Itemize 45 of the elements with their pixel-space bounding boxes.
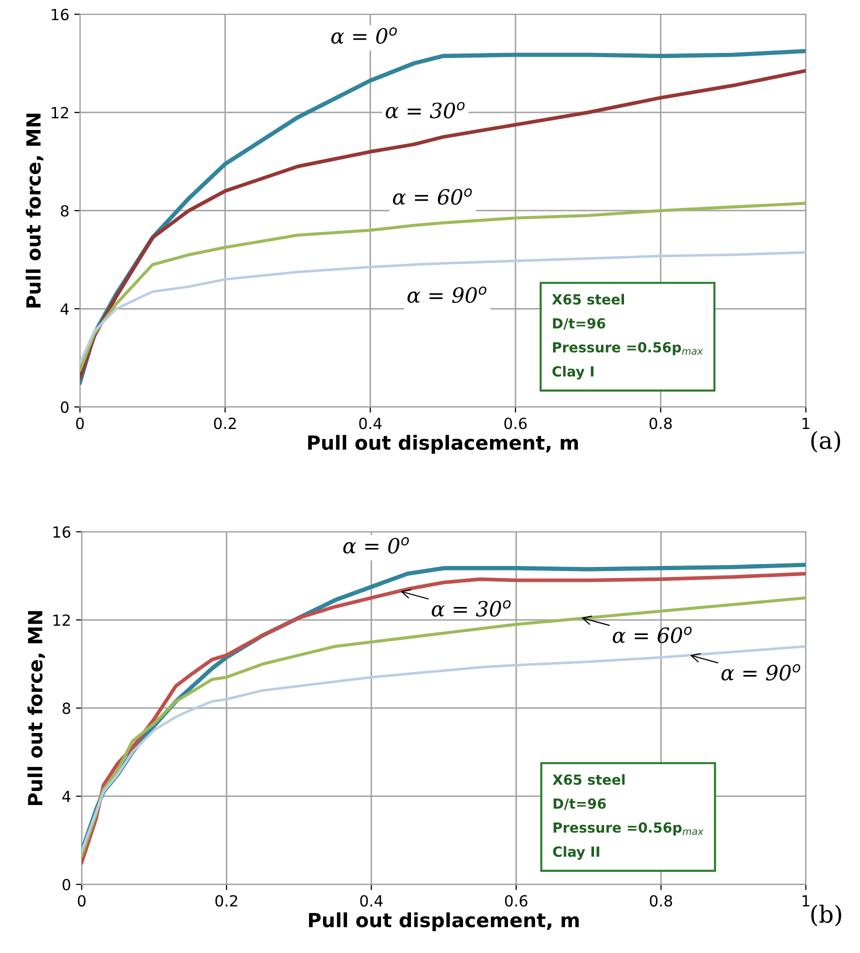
y-tick-label: 16	[54, 526, 70, 538]
x-tick-label: 0	[76, 418, 84, 430]
annotation: α = 0$^{o}$	[331, 27, 397, 44]
annotation: D/t=96	[554, 798, 606, 810]
annotation: α = 90$^{o}$	[407, 286, 486, 303]
annotation: X65 steel	[552, 294, 624, 305]
x-tick-label: 0.6	[504, 418, 527, 430]
y-tick-label: 16	[52, 8, 69, 20]
annotation: α = 60$^{o}$	[392, 188, 472, 205]
y-tick-label: 12	[54, 614, 70, 626]
y-tick-label: 12	[52, 106, 68, 118]
x-tick-label: 1	[802, 895, 810, 906]
x-tick-label: 0.4	[359, 418, 382, 430]
annotation: X65 steel	[552, 774, 625, 785]
x-tick-label: 0.4	[360, 895, 383, 907]
x-axis-title: Pull out displacement, m	[308, 434, 578, 454]
text: (b)	[811, 904, 842, 926]
y-axis-title: Pull out force, MN	[26, 114, 44, 308]
x-tick-label: 1	[802, 418, 810, 429]
annotation: Pressure =0.56p$_{max}$	[553, 342, 703, 356]
y-tick-label: 0	[62, 878, 70, 890]
y-tick-label: 8	[60, 205, 69, 217]
annotation: α = 0$^{o}$	[343, 537, 409, 554]
y-axis-title: Pull out force, MN	[27, 611, 46, 805]
x-tick-label: 0.8	[650, 418, 672, 430]
x-tick-label: 0.2	[214, 418, 236, 430]
x-tick-label: 0.8	[650, 895, 672, 907]
x-tick-label: 0.2	[215, 895, 238, 907]
x-axis-title: Pull out displacement, m	[309, 912, 579, 932]
x-tick-label: 0.6	[505, 895, 528, 907]
y-tick-label: 0	[60, 401, 69, 413]
y-tick-label: 8	[62, 702, 70, 714]
y-tick-label: 4	[62, 790, 70, 802]
annotation: α = 30$^{o}$	[386, 102, 465, 118]
line-series	[80, 251, 806, 364]
annotation: α = 90$^{o}$	[721, 664, 800, 681]
y-tick-label: 4	[60, 303, 69, 315]
text: (a)	[811, 430, 840, 452]
annotation: Clay I	[552, 366, 594, 380]
x-tick-label: 0	[78, 895, 86, 907]
annotation: α = 60$^{o}$	[612, 626, 692, 644]
annotation: Clay II	[553, 846, 600, 860]
annotation: α = 30$^{o}$	[432, 600, 511, 617]
annotation: Pressure =0.56p$_{max}$	[554, 822, 704, 836]
annotation: D/t=96	[553, 318, 606, 330]
